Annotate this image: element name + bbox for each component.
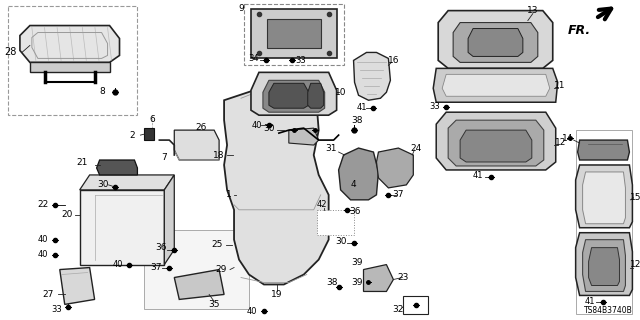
Text: 12: 12: [555, 138, 566, 147]
Polygon shape: [30, 62, 109, 72]
Polygon shape: [376, 148, 413, 188]
Text: 42: 42: [316, 200, 327, 209]
Polygon shape: [436, 112, 556, 170]
Text: 28: 28: [4, 47, 16, 58]
Polygon shape: [589, 248, 620, 285]
Text: 32: 32: [393, 305, 404, 314]
Text: 39: 39: [351, 258, 362, 267]
Text: 39: 39: [351, 278, 362, 287]
Text: 2: 2: [130, 131, 135, 140]
Polygon shape: [403, 296, 428, 314]
Polygon shape: [448, 120, 544, 166]
Text: 26: 26: [195, 123, 207, 132]
Polygon shape: [145, 230, 249, 309]
Text: 29: 29: [216, 265, 227, 274]
Text: 41: 41: [584, 297, 595, 306]
Text: 33: 33: [51, 305, 62, 314]
Polygon shape: [442, 74, 550, 96]
Polygon shape: [20, 26, 120, 62]
Polygon shape: [267, 19, 321, 48]
Text: 8: 8: [100, 87, 106, 96]
Text: 27: 27: [42, 290, 54, 299]
Text: 1: 1: [226, 190, 232, 199]
Polygon shape: [317, 210, 353, 235]
Polygon shape: [438, 11, 553, 68]
Text: 10: 10: [335, 88, 346, 97]
Text: 31: 31: [325, 144, 337, 153]
Text: 33: 33: [429, 102, 440, 111]
Polygon shape: [269, 83, 308, 108]
Polygon shape: [582, 240, 625, 292]
Polygon shape: [174, 130, 219, 160]
Polygon shape: [575, 165, 632, 228]
Text: 40: 40: [38, 250, 48, 259]
Text: 30: 30: [335, 237, 346, 246]
Text: 37: 37: [150, 263, 162, 272]
Polygon shape: [244, 4, 344, 65]
Text: TS84B3740B: TS84B3740B: [584, 306, 632, 316]
Text: 7: 7: [161, 153, 167, 162]
Polygon shape: [164, 175, 174, 265]
Text: 41: 41: [356, 103, 367, 112]
Text: 30: 30: [263, 124, 275, 132]
Polygon shape: [251, 72, 337, 115]
Polygon shape: [468, 28, 523, 56]
Polygon shape: [308, 83, 324, 108]
Text: 41: 41: [473, 172, 483, 180]
Text: FR.: FR.: [568, 24, 591, 36]
Text: 24: 24: [411, 144, 422, 153]
Text: 23: 23: [397, 273, 409, 282]
Text: 14: 14: [562, 133, 573, 143]
Text: 13: 13: [527, 6, 539, 15]
Text: 40: 40: [112, 260, 123, 269]
Polygon shape: [433, 68, 557, 102]
Text: 38: 38: [351, 116, 362, 125]
Polygon shape: [79, 190, 164, 265]
Text: 34: 34: [249, 54, 259, 63]
Text: 25: 25: [211, 240, 223, 249]
Text: 36: 36: [349, 207, 360, 216]
Polygon shape: [145, 128, 154, 140]
Polygon shape: [251, 9, 337, 59]
Text: 15: 15: [630, 193, 640, 202]
Polygon shape: [578, 140, 629, 160]
Polygon shape: [174, 269, 224, 300]
Text: 30: 30: [97, 180, 108, 189]
Polygon shape: [339, 148, 378, 200]
Polygon shape: [8, 6, 138, 115]
Text: 16: 16: [388, 56, 399, 65]
Polygon shape: [263, 80, 324, 112]
Text: 19: 19: [271, 290, 283, 299]
Text: 22: 22: [37, 200, 49, 209]
Text: 38: 38: [326, 278, 337, 287]
Polygon shape: [60, 268, 95, 304]
Text: 33: 33: [296, 56, 306, 65]
Text: 12: 12: [630, 260, 640, 269]
Polygon shape: [224, 82, 329, 284]
Text: 6: 6: [150, 115, 156, 124]
Polygon shape: [575, 130, 632, 314]
Text: 35: 35: [209, 300, 220, 309]
Text: 37: 37: [392, 190, 404, 199]
Text: 11: 11: [554, 81, 566, 90]
Polygon shape: [97, 160, 138, 175]
Text: 36: 36: [156, 243, 167, 252]
Polygon shape: [575, 233, 632, 295]
Polygon shape: [582, 172, 625, 224]
Text: 40: 40: [38, 235, 48, 244]
Polygon shape: [453, 23, 538, 62]
Text: 21: 21: [76, 158, 87, 167]
Text: 18: 18: [213, 150, 225, 160]
Text: 40: 40: [246, 307, 257, 316]
Text: 9: 9: [238, 4, 244, 13]
Text: 40: 40: [252, 121, 262, 130]
Text: 20: 20: [61, 210, 72, 219]
Polygon shape: [460, 130, 532, 162]
Polygon shape: [79, 175, 174, 190]
Polygon shape: [289, 128, 319, 145]
Text: 4: 4: [351, 180, 356, 189]
Polygon shape: [364, 265, 394, 292]
Polygon shape: [353, 52, 390, 100]
